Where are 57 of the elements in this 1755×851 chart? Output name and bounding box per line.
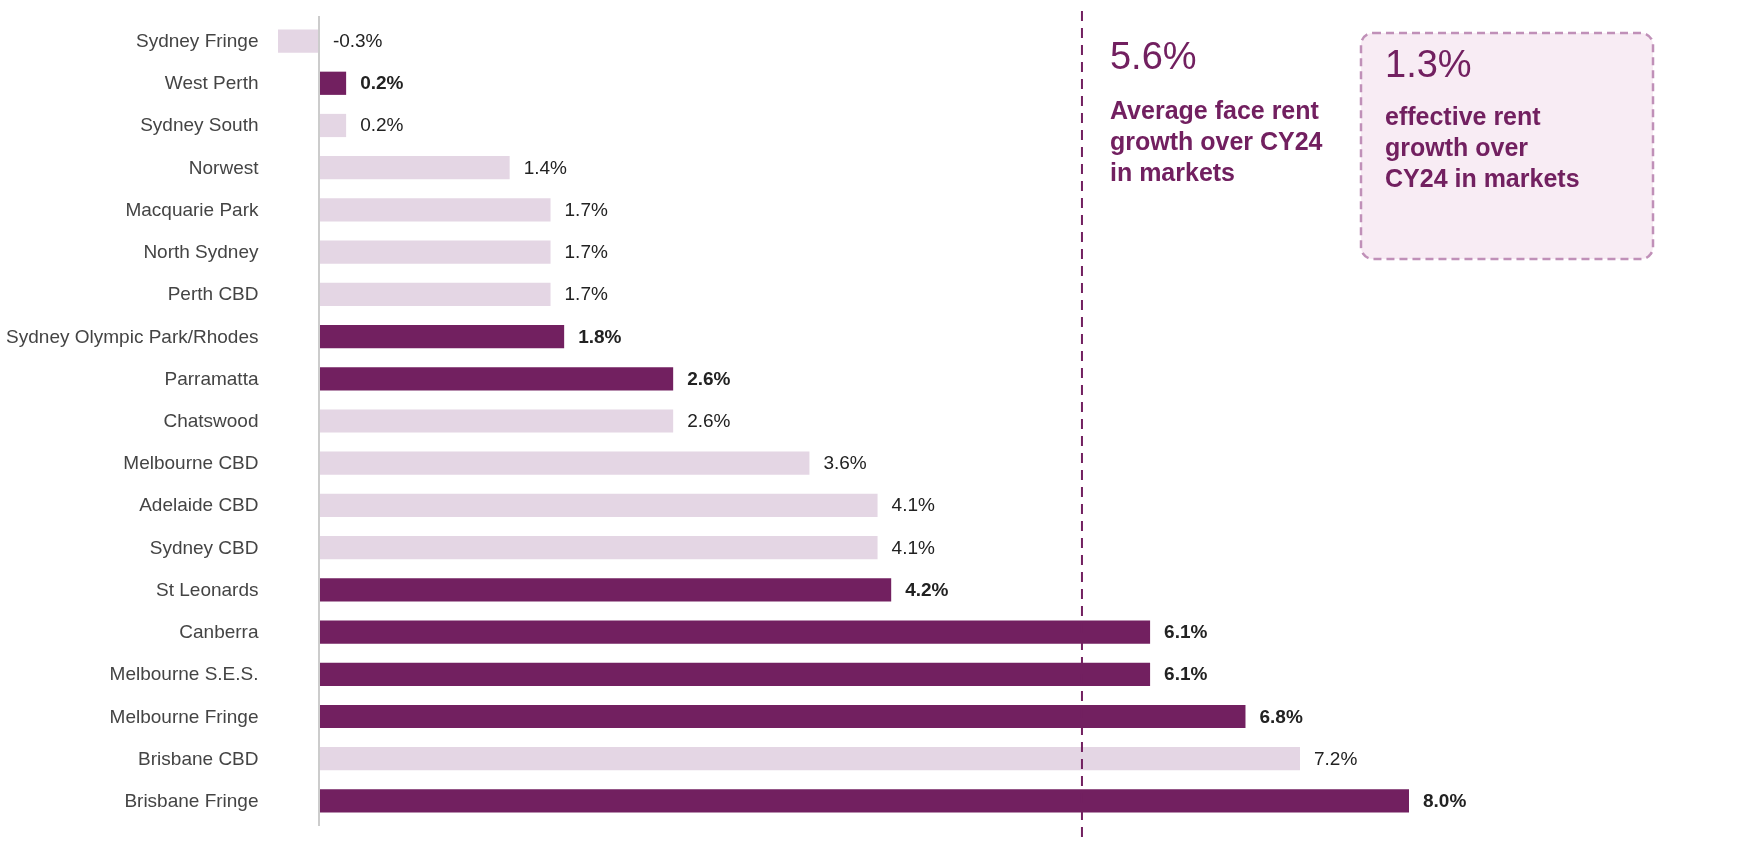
bar (318, 282, 551, 306)
data-label: 6.1% (1164, 663, 1208, 685)
bar (318, 71, 347, 95)
y-tick-label: Sydney South (140, 114, 259, 136)
data-label: -0.3% (332, 30, 383, 52)
y-tick-label: Brisbane Fringe (124, 789, 259, 811)
bar (318, 156, 510, 180)
y-tick-label: St Leonards (156, 578, 259, 600)
data-label: 6.1% (1164, 621, 1208, 643)
data-label: 8.0% (1423, 789, 1467, 811)
bar (318, 409, 674, 433)
y-tick-label: West Perth (164, 72, 259, 94)
data-label: 2.6% (687, 410, 731, 431)
bar (318, 198, 551, 222)
y-tick-label: North Sydney (143, 241, 259, 263)
y-tick-label: Parramatta (164, 367, 259, 389)
bar (318, 536, 878, 560)
y-tick-label: Melbourne S.E.S. (109, 663, 259, 685)
bar (318, 451, 810, 475)
data-label: 4.1% (891, 536, 935, 558)
y-tick-label: Chatswood (163, 410, 259, 431)
bar (318, 367, 674, 391)
data-label: 1.4% (523, 156, 568, 178)
bar (318, 493, 878, 518)
annotation: 1.3% (1385, 43, 1472, 85)
bar (318, 113, 347, 138)
y-tick-label: Adelaide CBD (139, 494, 259, 516)
ref-line-label: 5.6% (1109, 35, 1197, 77)
data-label: 6.8% (1259, 705, 1303, 727)
y-tick-label: Sydney Fringe (135, 30, 259, 52)
data-label: 0.2% (360, 114, 404, 136)
data-label: 4.2% (905, 578, 949, 600)
data-label: 2.6% (687, 367, 731, 389)
annotation: effective rent growth over CY24 in markets (1385, 102, 1580, 192)
y-tick-label: Macquarie Park (125, 198, 259, 220)
data-label: 0.2% (360, 72, 404, 94)
bar (278, 29, 319, 53)
data-label: 1.8% (578, 325, 622, 347)
bar (318, 578, 892, 602)
y-tick-label: Perth CBD (167, 283, 259, 305)
data-label: 3.6% (823, 452, 867, 474)
y-tick-label: Sydney CBD (149, 536, 259, 558)
data-label: 4.1% (891, 494, 935, 516)
bar (318, 747, 1300, 771)
y-tick-label: Norwest (188, 156, 260, 178)
y-tick-label: Sydney Olympic Park/Rhodes (6, 325, 259, 347)
y-tick-label: Melbourne Fringe (109, 705, 259, 727)
data-label: 7.2% (1313, 747, 1358, 769)
data-label: 1.7% (564, 241, 608, 263)
y-tick-label: Brisbane CBD (138, 747, 259, 769)
data-label: 1.7% (564, 283, 608, 305)
data-label: 1.7% (564, 198, 608, 220)
bar (318, 324, 565, 349)
bar (318, 240, 551, 264)
y-tick-label: Canberra (179, 621, 259, 643)
y-tick-label: Melbourne CBD (123, 452, 259, 474)
annotation: Average face rent growth over CY24 in markets (1109, 96, 1323, 186)
